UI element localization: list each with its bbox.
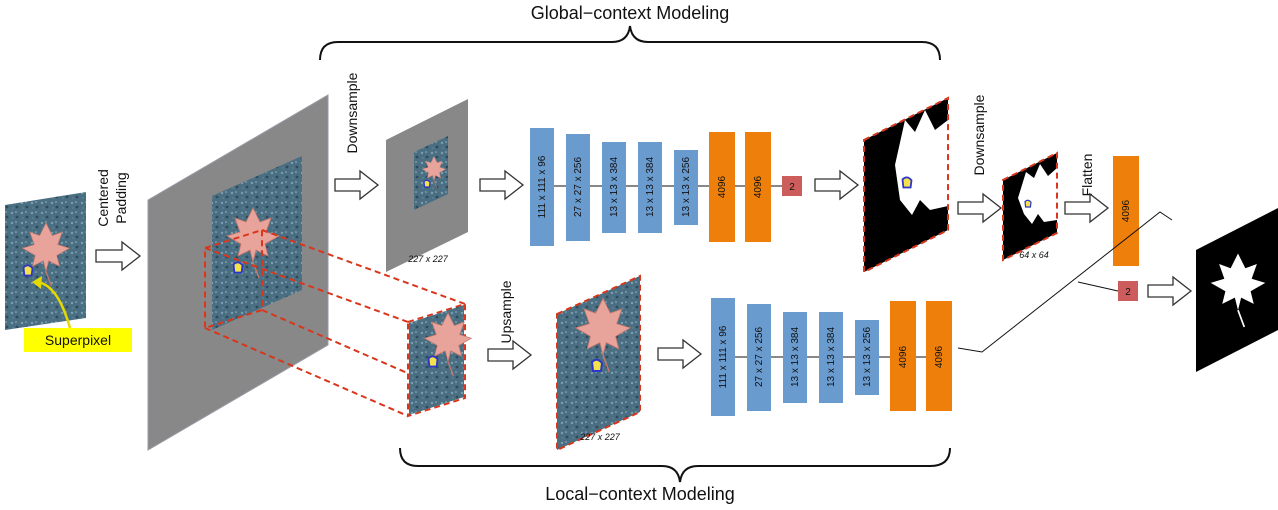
global-input-image: [386, 99, 468, 272]
local-input-dims: 227 x 227: [579, 432, 621, 442]
local-conv2: [747, 304, 771, 411]
global-conv1: [530, 128, 554, 246]
local-context-title: Local−context Modeling: [545, 484, 735, 504]
local-fc6-label: 4096: [898, 345, 909, 368]
final-arrow: [1147, 275, 1193, 307]
global-brace: [319, 25, 941, 61]
local-fc7-label: 4096: [934, 345, 945, 368]
final-mask-image: [1196, 208, 1278, 372]
downsample-right-arrow: [957, 192, 1003, 224]
downsample-right-label: Downsample: [971, 94, 987, 175]
local-conv2-label: 27 x 27 x 256: [754, 327, 765, 387]
global-conv3: [602, 142, 626, 233]
global-fc7: [745, 132, 771, 242]
padded-image: [147, 94, 329, 451]
local-conv4: [819, 312, 843, 403]
global-conv2-label: 27 x 27 x 256: [573, 157, 584, 217]
downsample-top-label: Downsample: [344, 72, 360, 153]
local-input-image: [556, 274, 641, 452]
local-crop-image: [409, 305, 473, 415]
local-input-arrow: [657, 338, 703, 370]
flatten-arrow: [1064, 192, 1110, 224]
global-fc7-label: 4096: [753, 175, 764, 198]
superpixel-label-box: [24, 328, 132, 352]
centered-label: Centered: [95, 169, 111, 227]
local-conv4-label: 13 x 13 x 384: [826, 327, 837, 387]
global-output-label: 2: [789, 182, 795, 193]
upsample-arrow: [487, 339, 533, 371]
global-conv2: [566, 134, 590, 241]
final-output: [1118, 281, 1138, 301]
superpixel-label: Superpixel: [45, 332, 111, 348]
flatten-fc: [1113, 156, 1139, 266]
global-conv4-label: 13 x 13 x 384: [645, 157, 656, 217]
global-conv5: [674, 150, 698, 225]
local-conv1-label: 111 x 111 x 96: [718, 325, 729, 388]
global-conv5-label: 13 x 13 x 256: [681, 157, 692, 217]
small-mask-dims: 64 x 64: [1019, 250, 1049, 260]
local-conv3: [783, 312, 807, 403]
local-conv3-label: 13 x 13 x 384: [790, 327, 801, 387]
padding-arrow: [95, 240, 142, 272]
padding-label: Padding: [113, 172, 129, 223]
flatten-fc-label: 4096: [1121, 199, 1132, 222]
local-fc7: [926, 301, 952, 411]
input-image: [5, 192, 86, 330]
local-conv5-label: 13 x 13 x 256: [862, 327, 873, 387]
local-network: 111 x 111 x 96 27 x 27 x 256 13 x 13 x 3…: [711, 298, 952, 416]
final-output-label: 2: [1125, 287, 1131, 298]
fusion-line: [957, 211, 1173, 353]
global-input-dims: 227 x 227: [407, 254, 449, 264]
global-conv4: [638, 142, 662, 233]
global-network: 111 x 111 x 96 27 x 27 x 256 13 x 13 x 3…: [530, 128, 802, 246]
global-conv1-label: 111 x 111 x 96: [537, 155, 548, 218]
local-fc6: [890, 301, 916, 411]
fusion-to-output: [1077, 281, 1119, 292]
global-conv3-label: 13 x 13 x 384: [609, 157, 620, 217]
global-input-arrow: [479, 169, 525, 201]
global-output: [782, 176, 802, 196]
global-fc6: [709, 132, 735, 242]
global-output-arrow: [814, 169, 860, 201]
small-mask-image: [1002, 151, 1058, 262]
downsample-top-arrow: [334, 169, 380, 201]
global-context-title: Global−context Modeling: [531, 3, 730, 23]
local-conv1: [711, 298, 735, 416]
global-mask-image: [863, 96, 949, 274]
flatten-label: Flatten: [1079, 154, 1095, 197]
local-brace: [399, 447, 951, 483]
global-fc6-label: 4096: [717, 175, 728, 198]
local-conv5: [855, 320, 879, 395]
upsample-label: Upsample: [498, 280, 514, 343]
superpixel-arrowhead: [32, 276, 42, 289]
